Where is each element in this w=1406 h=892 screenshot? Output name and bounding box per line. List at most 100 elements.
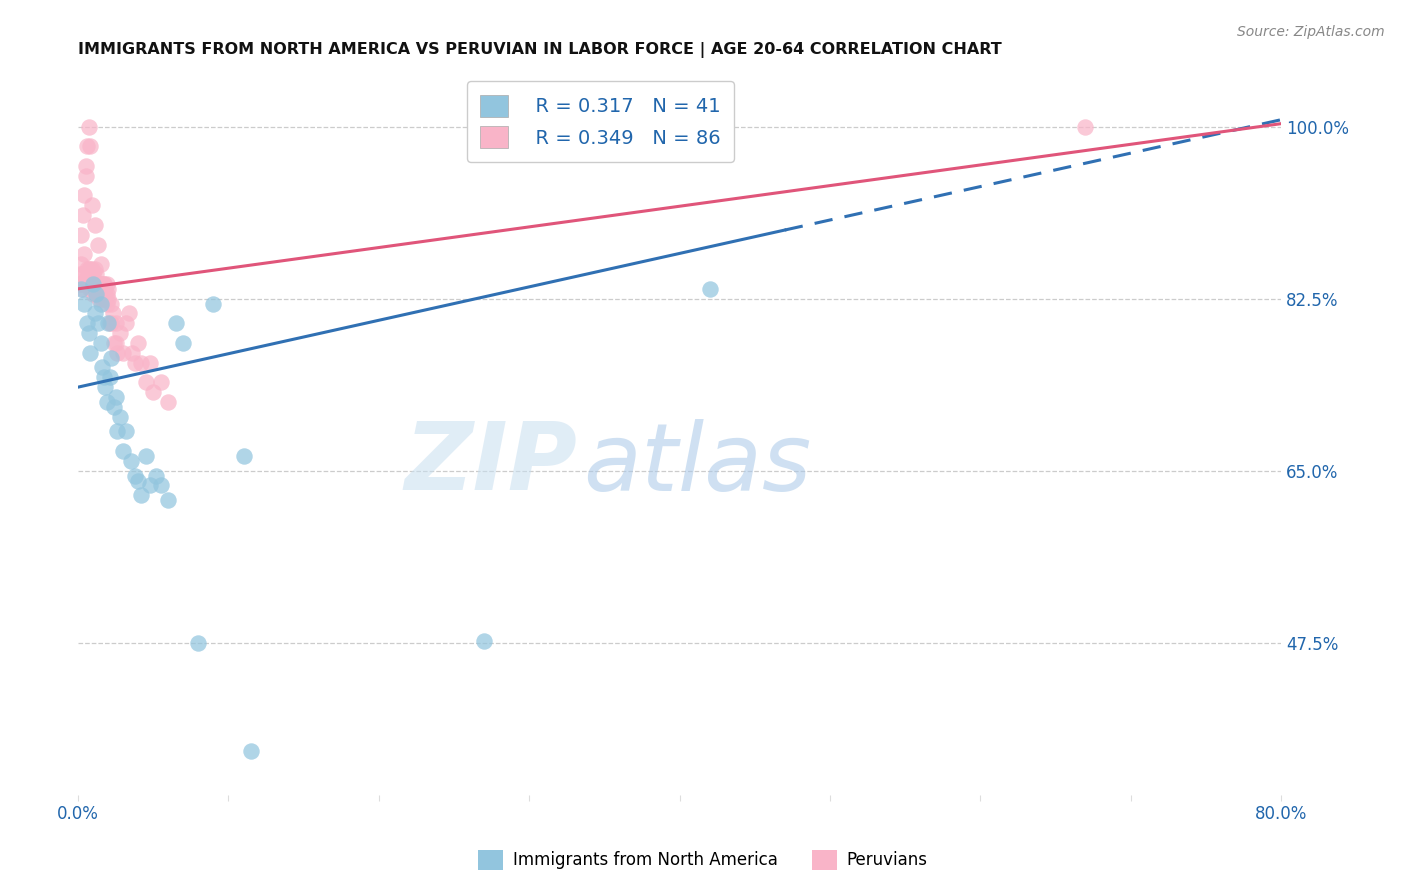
Point [240,744,263,758]
Point [90,286,112,301]
Point [699,282,721,296]
Point [73,296,96,310]
Point [98,316,121,330]
Point [76,139,98,153]
Point [84,277,107,291]
Point [77,262,100,277]
Point [101,306,124,320]
Point [76,316,98,330]
Point [127,335,149,350]
Point [110,409,132,424]
Point [70,257,93,271]
Point [145,468,167,483]
Point [104,335,127,350]
Point [83,282,105,296]
Point [105,345,128,359]
Point [112,345,135,359]
Point [187,636,209,650]
Point [79,282,101,296]
Point [100,316,122,330]
Point [104,390,127,404]
Point [165,316,187,330]
Point [93,277,115,291]
Point [135,449,157,463]
Point [84,286,107,301]
Point [82,267,104,281]
Point [72,267,94,281]
Point [82,282,104,296]
Point [79,139,101,153]
Point [97,292,120,306]
Text: IMMIGRANTS FROM NORTH AMERICA VS PERUVIAN IN LABOR FORCE | AGE 20-64 CORRELATION: IMMIGRANTS FROM NORTH AMERICA VS PERUVIA… [79,42,1002,58]
Point [149,375,172,389]
Point [90,335,112,350]
Point [86,237,108,252]
Point [93,286,115,301]
Point [98,370,121,384]
Point [104,316,127,330]
Point [72,208,94,222]
Point [72,282,94,296]
Point [76,272,98,286]
Point [90,296,112,310]
Point [103,400,125,414]
Point [76,277,98,291]
Point [86,286,108,301]
Point [73,277,96,291]
Point [82,277,104,291]
Point [84,286,107,301]
Point [96,286,118,301]
Point [149,478,172,492]
Point [77,326,100,340]
Point [75,169,97,183]
Point [80,198,103,212]
Point [94,282,117,296]
Point [157,395,180,409]
Point [83,262,105,277]
Point [135,375,157,389]
Legend: Immigrants from North America, Peruvians: Immigrants from North America, Peruvians [472,843,934,877]
Point [91,282,114,296]
Point [94,292,117,306]
Point [69,267,91,281]
Point [94,380,117,394]
Point [129,355,152,369]
Point [77,277,100,291]
Legend:   R = 0.317   N = 41,   R = 0.349   N = 86: R = 0.317 N = 41, R = 0.349 N = 86 [467,81,734,161]
Point [110,326,132,340]
Point [129,488,152,502]
Point [80,277,103,291]
Point [202,296,225,310]
Point [73,247,96,261]
Point [96,296,118,310]
Point [105,425,128,439]
Point [90,257,112,271]
Point [77,272,100,286]
Point [121,345,143,359]
Point [157,493,180,508]
Point [82,286,104,301]
Point [139,355,162,369]
Point [69,277,91,291]
Point [73,188,96,202]
Point [115,316,138,330]
Point [232,449,254,463]
Point [90,277,112,291]
Point [83,277,105,291]
Point [70,282,93,296]
Point [75,159,97,173]
Point [120,454,142,468]
Point [89,292,111,306]
Point [77,120,100,134]
Point [80,262,103,277]
Point [80,272,103,286]
Point [100,296,122,310]
Point [142,385,165,400]
Point [96,395,118,409]
Point [83,306,105,320]
Text: Source: ZipAtlas.com: Source: ZipAtlas.com [1237,25,1385,39]
Point [84,267,107,281]
Point [91,360,114,375]
Point [97,316,120,330]
Point [124,355,146,369]
